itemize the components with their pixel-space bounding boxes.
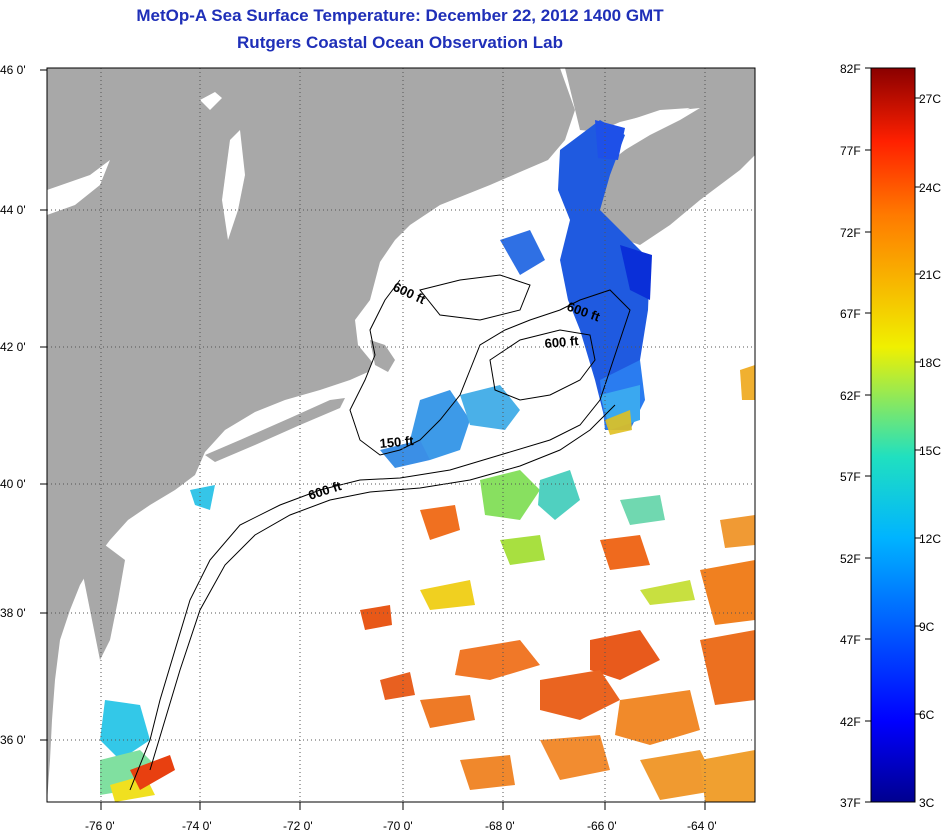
lat-tick-label: 40 0': [0, 477, 26, 491]
lake: [47, 160, 110, 215]
map-border: [46, 67, 756, 803]
lon-tick-label: -70 0': [383, 819, 413, 833]
lon-tick-label: -64 0': [687, 819, 717, 833]
colorbar-f-label: 82F: [840, 62, 861, 76]
colorbar-f-label: 72F: [840, 226, 861, 240]
land-mainland: [47, 68, 575, 802]
land-long-island: [205, 398, 345, 462]
bathymetry-contours: [129, 274, 631, 791]
lon-tick-label: -66 0': [587, 819, 617, 833]
sst-overlay: [100, 120, 755, 802]
land-nova-scotia: [565, 68, 755, 245]
colorbar-c-label: 9C: [919, 620, 935, 634]
colorbar-f-label: 57F: [840, 470, 861, 484]
lake: [222, 130, 245, 240]
map-title: MetOp-A Sea Surface Temperature: Decembe…: [136, 6, 664, 25]
lat-tick-label: 36 0': [0, 733, 26, 747]
colorbar-f-label: 67F: [840, 307, 861, 321]
map-subtitle: Rutgers Coastal Ocean Observation Lab: [237, 33, 563, 52]
lat-tick-label: 42 0': [0, 340, 26, 354]
colorbar: [870, 67, 916, 803]
colorbar-f-label: 62F: [840, 389, 861, 403]
colorbar-c-label: 3C: [919, 796, 935, 810]
lon-tick-label: -76 0': [85, 819, 115, 833]
lon-tick-label: -72 0': [283, 819, 313, 833]
lat-tick-label: 44 0': [0, 203, 26, 217]
colorbar-c-label: 27C: [919, 92, 941, 106]
colorbar-f-label: 47F: [840, 633, 861, 647]
colorbar-c-label: 12C: [919, 532, 941, 546]
lat-tick-label: 46 0': [0, 63, 26, 77]
lon-tick-label: -74 0': [182, 819, 212, 833]
colorbar-c-label: 15C: [919, 444, 941, 458]
contour-label: 600 ft: [544, 333, 580, 351]
tick-marks: [40, 69, 706, 810]
land-cape-cod: [370, 340, 395, 372]
colorbar-c-label: 21C: [919, 268, 941, 282]
contour-label: 150 ft: [379, 433, 415, 451]
land-delmarva: [80, 545, 125, 660]
colorbar-ticks: [865, 67, 921, 803]
colorbar-f-label: 77F: [840, 144, 861, 158]
lake: [200, 92, 222, 110]
lon-tick-label: -68 0': [485, 819, 515, 833]
colorbar-c-label: 18C: [919, 356, 941, 370]
lat-tick-label: 38 0': [0, 606, 26, 620]
colorbar-c-label: 24C: [919, 181, 941, 195]
colorbar-f-label: 37F: [840, 796, 861, 810]
colorbar-f-label: 52F: [840, 552, 861, 566]
colorbar-f-label: 42F: [840, 715, 861, 729]
colorbar-c-label: 6C: [919, 708, 935, 722]
